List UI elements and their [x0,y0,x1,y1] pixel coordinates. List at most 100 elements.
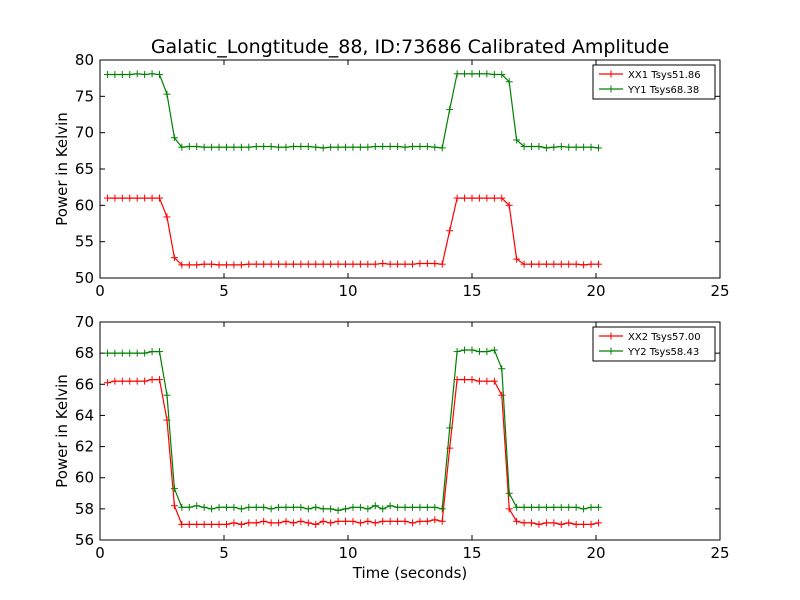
data-point [245,143,253,151]
figure-title: Galatic_Longtitude_88, ID:73686 Calibrat… [151,36,669,58]
data-point [267,519,275,527]
data-point [319,144,327,152]
bottom-subplot: 0 5 10 15 20 25 56 58 60 62 64 66 68 70 Power in Kelvi… [53,313,730,582]
data-point [520,142,528,150]
data-point [148,194,156,202]
data-point [461,70,469,78]
data-point [416,142,424,150]
data-point [133,377,141,385]
data-point [245,519,253,527]
data-point [535,142,543,150]
data-point [394,503,402,511]
data-point [252,260,260,268]
data-point [349,260,357,268]
data-point [438,144,446,152]
data-point [334,260,342,268]
data-point [230,503,238,511]
data-point [252,519,260,527]
data-point [163,213,171,221]
y-tick-label: 58 [75,500,94,518]
data-point [215,261,223,269]
data-point [170,134,178,142]
data-point [580,520,588,528]
data-point [111,377,119,385]
data-point [275,503,283,511]
series-1 [103,194,602,269]
data-point [386,517,394,525]
data-point [208,260,216,268]
data-point [148,376,156,384]
data-point [118,377,126,385]
data-point [423,503,431,511]
data-point [245,260,253,268]
data-point [193,142,201,150]
data-point [528,260,536,268]
data-point [386,260,394,268]
data-point [483,70,491,78]
series-1 [103,376,602,528]
data-point [282,517,290,525]
data-point [468,376,476,384]
data-point [334,143,342,151]
data-point [438,505,446,513]
data-point [260,142,268,150]
data-point [178,520,186,528]
data-point [535,520,543,528]
data-point [118,194,126,202]
data-point [572,520,580,528]
data-point [423,259,431,267]
data-point [237,143,245,151]
data-point [297,260,305,268]
data-point [289,519,297,527]
data-point [505,505,513,513]
x-tick-label: 25 [710,544,729,562]
data-point [289,260,297,268]
x-tick-label: 5 [219,282,229,300]
top-subplot: 0 5 10 15 20 25 50 55 60 65 70 75 80 Power in Kelvin X… [53,51,730,300]
data-point [222,520,230,528]
data-point [185,503,193,511]
data-point [394,142,402,150]
data-point [594,503,602,511]
data-point [200,143,208,151]
data-point [267,505,275,513]
x-tick-label: 15 [462,544,481,562]
data-point [490,346,498,354]
data-point [141,377,149,385]
data-point [103,71,111,79]
data-point [431,503,439,511]
data-point [401,517,409,525]
data-point [222,503,230,511]
data-point [565,519,573,527]
data-point [312,143,320,151]
data-point [371,142,379,150]
data-point [312,260,320,268]
data-point [565,503,573,511]
data-point [483,348,491,356]
data-point [364,505,372,513]
data-point [252,503,260,511]
legend-entry-label: XX1 Tsys51.86 [628,70,701,81]
data-point [356,519,364,527]
legend-entry-label: YY1 Tsys68.38 [627,85,699,96]
y-tick-label: 62 [75,438,94,456]
data-point [118,71,126,79]
data-point [572,260,580,268]
data-point [208,520,216,528]
data-point [475,348,483,356]
data-point [438,260,446,268]
data-point [468,194,476,202]
data-point [475,377,483,385]
y-tick-label: 55 [75,233,94,251]
y-axis-label: Power in Kelvin [53,374,71,488]
y-tick-label: 70 [75,313,94,331]
data-point [260,260,268,268]
data-point [312,503,320,511]
data-point [163,391,171,399]
data-point [594,260,602,268]
data-point [594,144,602,152]
data-point [356,143,364,151]
data-point [379,517,387,525]
data-point [408,503,416,511]
data-point [416,503,424,511]
